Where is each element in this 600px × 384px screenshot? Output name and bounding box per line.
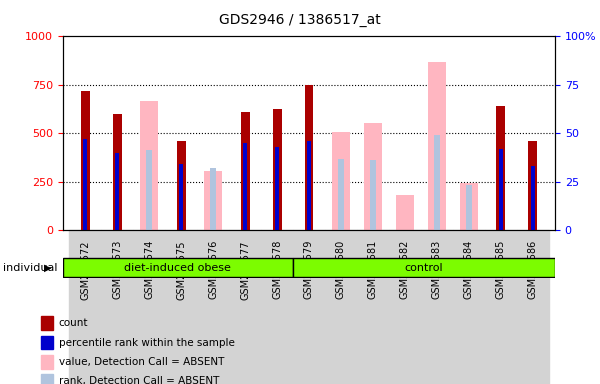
Bar: [115, 153, 119, 230]
Bar: [177, 141, 185, 230]
Bar: [165, 230, 197, 384]
Bar: [466, 185, 472, 230]
Bar: [396, 195, 413, 230]
Text: control: control: [404, 263, 443, 273]
Bar: [338, 159, 344, 230]
Bar: [499, 149, 503, 230]
Bar: [272, 109, 281, 230]
Bar: [517, 230, 548, 384]
Bar: [261, 230, 293, 384]
Text: value, Detection Call = ABSENT: value, Detection Call = ABSENT: [59, 357, 224, 367]
Text: GDS2946 / 1386517_at: GDS2946 / 1386517_at: [219, 13, 381, 27]
Bar: [41, 336, 53, 349]
Bar: [241, 112, 250, 230]
Bar: [364, 123, 382, 230]
Bar: [146, 150, 152, 230]
Bar: [229, 230, 261, 384]
Bar: [140, 101, 158, 230]
Bar: [453, 230, 485, 384]
Bar: [370, 160, 376, 230]
Bar: [325, 230, 357, 384]
Text: rank, Detection Call = ABSENT: rank, Detection Call = ABSENT: [59, 376, 219, 384]
Bar: [305, 85, 313, 230]
Bar: [81, 91, 90, 230]
Bar: [275, 147, 279, 230]
Bar: [210, 168, 216, 230]
Bar: [63, 258, 293, 277]
Bar: [389, 230, 421, 384]
Bar: [41, 316, 53, 330]
Bar: [293, 230, 325, 384]
Bar: [531, 166, 535, 230]
Bar: [332, 131, 350, 230]
Bar: [133, 230, 165, 384]
Text: ▶: ▶: [44, 263, 52, 273]
Bar: [113, 114, 122, 230]
Text: diet-induced obese: diet-induced obese: [124, 263, 231, 273]
Bar: [70, 230, 101, 384]
Bar: [293, 258, 555, 277]
Bar: [243, 143, 247, 230]
Bar: [197, 230, 229, 384]
Bar: [41, 374, 53, 384]
Bar: [428, 62, 446, 230]
Bar: [307, 141, 311, 230]
Text: count: count: [59, 318, 88, 328]
Bar: [460, 183, 478, 230]
Bar: [485, 230, 517, 384]
Bar: [434, 136, 440, 230]
Bar: [496, 106, 505, 230]
Bar: [101, 230, 133, 384]
Text: individual: individual: [3, 263, 58, 273]
Bar: [421, 230, 453, 384]
Bar: [83, 139, 87, 230]
Bar: [41, 355, 53, 369]
Bar: [357, 230, 389, 384]
Bar: [528, 141, 537, 230]
Text: percentile rank within the sample: percentile rank within the sample: [59, 338, 235, 348]
Bar: [179, 164, 183, 230]
Bar: [205, 171, 222, 230]
